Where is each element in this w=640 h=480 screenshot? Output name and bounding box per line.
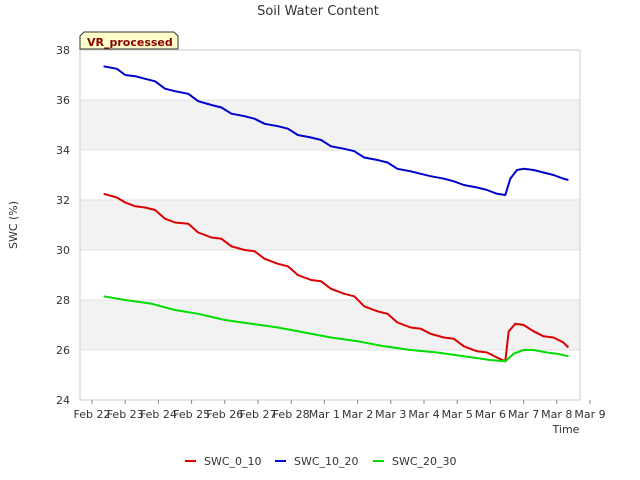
series-line-swc-10-20 [103, 65, 569, 196]
data-series [103, 65, 570, 363]
legend: SWC_0_10 SWC_10_20 SWC_20_30 [185, 455, 457, 468]
plot-frame [79, 49, 581, 401]
x-tick-label: Mar 6 [475, 408, 506, 421]
series-line-swc-20-30 [103, 295, 569, 363]
x-tick-label: Feb 28 [273, 408, 310, 421]
y-tick-label: 30 [56, 244, 70, 257]
x-tick-label: Mar 2 [342, 408, 373, 421]
y-tick-label: 32 [56, 194, 70, 207]
y-tick-label: 24 [56, 394, 70, 407]
badge-label: VR_processed [87, 36, 173, 49]
x-tick-label: Mar 5 [442, 408, 473, 421]
x-tick-label: Feb 27 [240, 408, 277, 421]
y-tick-label: 26 [56, 344, 70, 357]
plot-band [80, 100, 580, 150]
y-tick-label: 34 [56, 144, 70, 157]
vr-processed-badge: VR_processed [79, 31, 179, 50]
y-axis-title: SWC (%) [7, 201, 20, 249]
x-tick-label: Mar 8 [541, 408, 572, 421]
plot-band [80, 300, 580, 350]
plot-bands [80, 100, 580, 350]
x-tick-label: Feb 22 [74, 408, 111, 421]
y-tick-label: 36 [56, 94, 70, 107]
chart-title: Soil Water Content [257, 4, 379, 19]
series-line-swc-0-10 [103, 192, 570, 363]
x-tick-label: Feb 25 [173, 408, 210, 421]
plot-band [80, 200, 580, 250]
legend-label: SWC_10_20 [294, 455, 359, 468]
legend-label: SWC_20_30 [392, 455, 457, 468]
x-tick-label: Feb 23 [107, 408, 144, 421]
x-tick-label: Mar 9 [574, 408, 605, 421]
x-tick-label: Mar 4 [408, 408, 439, 421]
y-tick-label: 38 [56, 44, 70, 57]
legend-label: SWC_0_10 [204, 455, 262, 468]
x-tick-label: Feb 26 [206, 408, 243, 421]
x-tick-label: Feb 24 [140, 408, 177, 421]
y-axis-ticks: 24 26 28 30 32 34 36 38 [56, 44, 70, 407]
y-tick-label: 28 [56, 294, 70, 307]
x-tick-label: Mar 1 [309, 408, 340, 421]
x-tick-label: Mar 7 [508, 408, 539, 421]
plot-grid [80, 49, 580, 401]
x-tick-label: Mar 3 [375, 408, 406, 421]
x-axis-title: Time [552, 423, 580, 436]
